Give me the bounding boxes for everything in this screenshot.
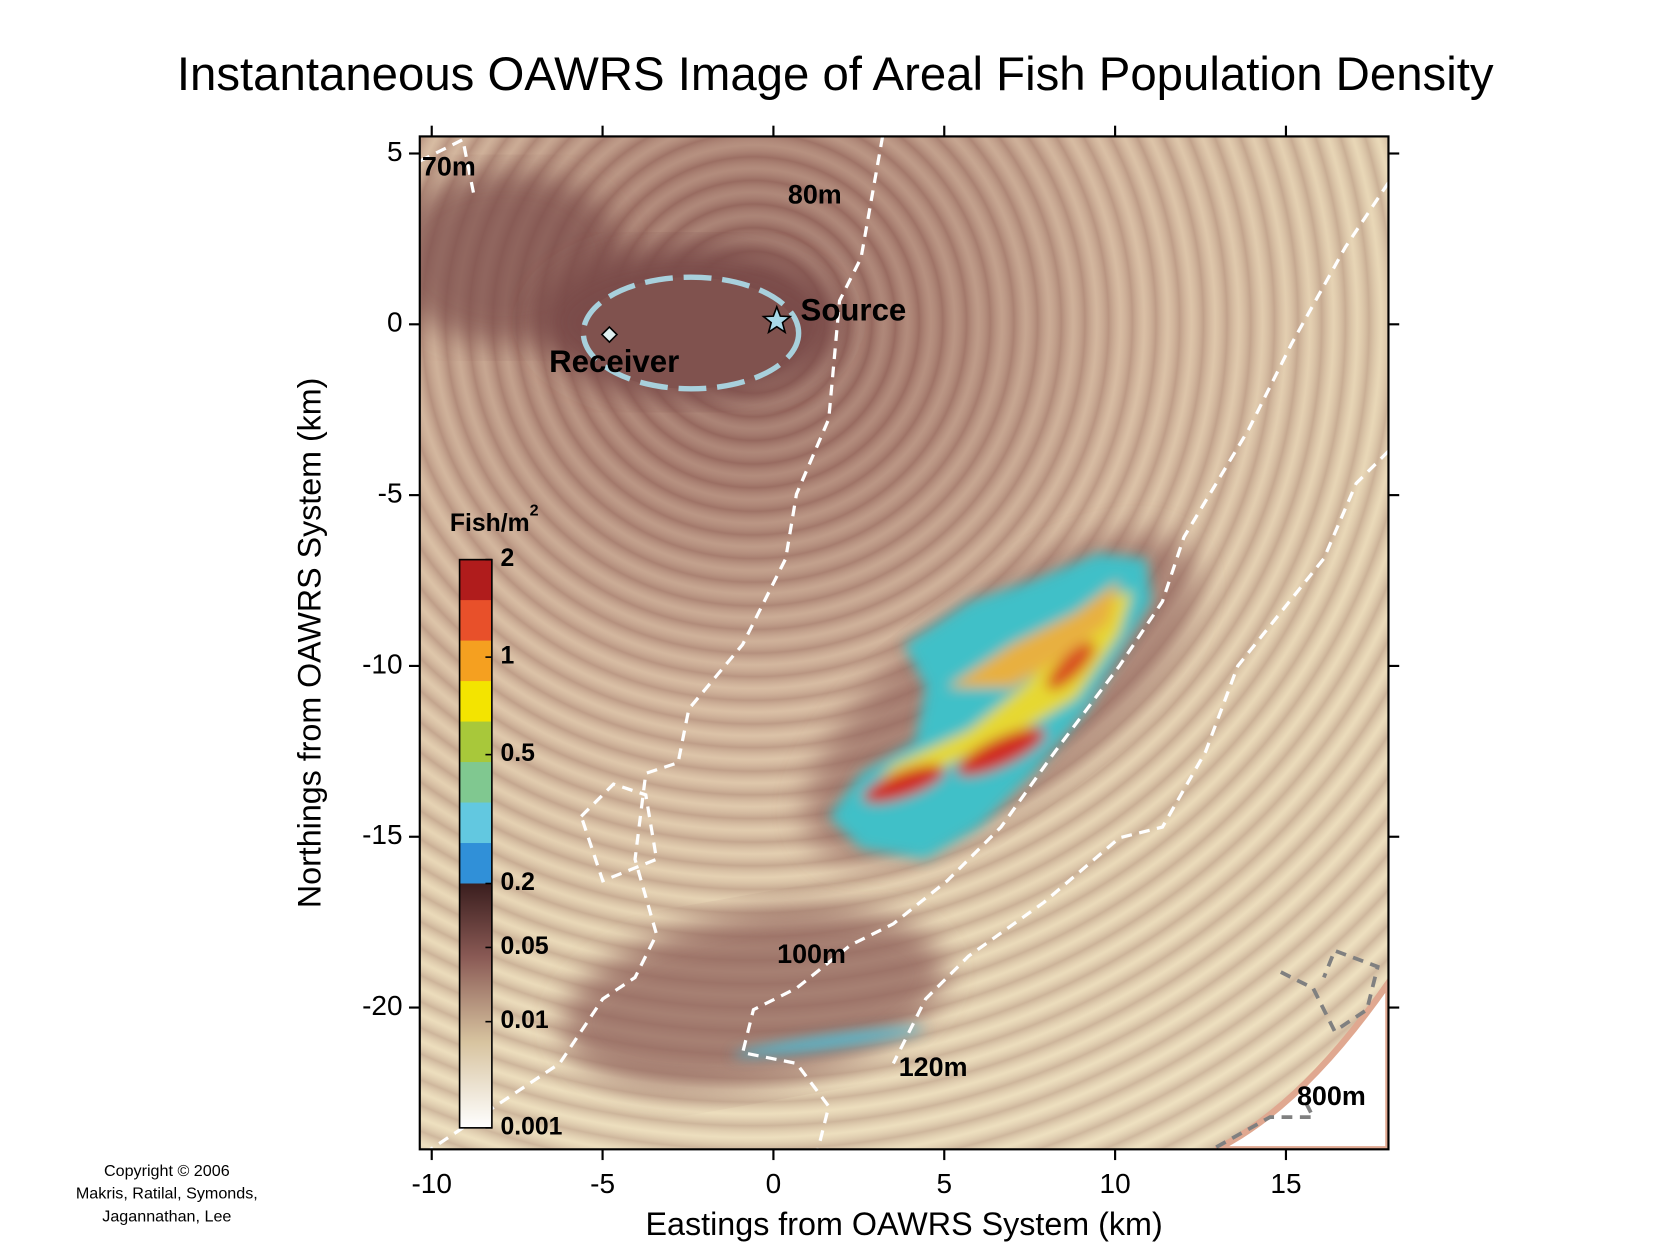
- contour-label: 70m: [422, 152, 476, 182]
- colorbar-tick-label: 2: [500, 545, 514, 572]
- colorbar-tick-label: 0.001: [500, 1113, 562, 1140]
- axes: Eastings from OAWRS System (km) Northings…: [292, 125, 1400, 1242]
- y-tick-label: -15: [362, 819, 402, 850]
- plot-frame: [418, 135, 1390, 1151]
- colorbar-tick-label: 0.2: [500, 869, 534, 896]
- y-tick-label: 5: [387, 136, 403, 167]
- colorbar-gradient: [459, 883, 492, 1128]
- copyright: Copyright © 2006 Makris, Ratilal, Symond…: [76, 1162, 258, 1225]
- y-tick-label: -5: [378, 478, 403, 509]
- source-label: Source: [801, 293, 907, 328]
- copyright-line: Copyright © 2006: [104, 1162, 230, 1180]
- y-tick-label: -10: [362, 648, 402, 679]
- x-tick-label: -10: [412, 1168, 452, 1199]
- colorbar-tick-label: 0.5: [500, 740, 535, 767]
- colorbar-label-superscript: 2: [530, 502, 539, 520]
- contour-label: 100m: [777, 939, 846, 969]
- x-tick-label: 0: [766, 1168, 782, 1199]
- colorbar-swatch: [459, 802, 492, 844]
- x-tick-label: 15: [1270, 1168, 1301, 1199]
- contour-label: 80m: [788, 180, 842, 210]
- contour-label: 800m: [1297, 1081, 1366, 1111]
- colorbar-tick-label: 1: [500, 643, 514, 670]
- receiver-marker: [600, 325, 619, 344]
- x-tick-label: 10: [1100, 1168, 1131, 1199]
- colorbar-swatch: [459, 681, 492, 723]
- colorbar-frame: [458, 558, 493, 1129]
- colorbar-swatch: [459, 559, 492, 601]
- x-tick-label: -5: [590, 1168, 615, 1199]
- y-axis-label: Northings from OAWRS System (km): [292, 378, 328, 908]
- colorbar-label-text: Fish/m: [450, 510, 530, 537]
- source-marker: [761, 304, 793, 335]
- chart-title: Instantaneous OAWRS Image of Areal Fish …: [177, 48, 1494, 101]
- y-tick-label: -20: [362, 990, 402, 1021]
- receiver-label: Receiver: [549, 344, 679, 379]
- colorbar-swatch: [459, 600, 492, 642]
- colorbar: Fish/m2 210.50.20.050.010.001: [450, 502, 563, 1141]
- copyright-line: Makris, Ratilal, Symonds,: [76, 1185, 258, 1203]
- colorbar-tick-label: 0.05: [500, 933, 548, 960]
- colorbar-swatch: [459, 843, 492, 885]
- colorbar-swatch: [459, 721, 492, 763]
- colorbar-swatch: [459, 640, 492, 682]
- y-tick-label: 0: [387, 307, 403, 338]
- colorbar-swatch: [459, 762, 492, 804]
- x-tick-label: 5: [936, 1168, 952, 1199]
- contour-label: 120m: [899, 1052, 968, 1082]
- copyright-line: Jagannathan, Lee: [102, 1207, 231, 1225]
- heatmap-image: [419, 136, 1389, 1150]
- colorbar-label: Fish/m2: [450, 502, 539, 537]
- colorbar-tick-label: 0.01: [500, 1007, 548, 1034]
- x-axis-label: Eastings from OAWRS System (km): [646, 1206, 1163, 1242]
